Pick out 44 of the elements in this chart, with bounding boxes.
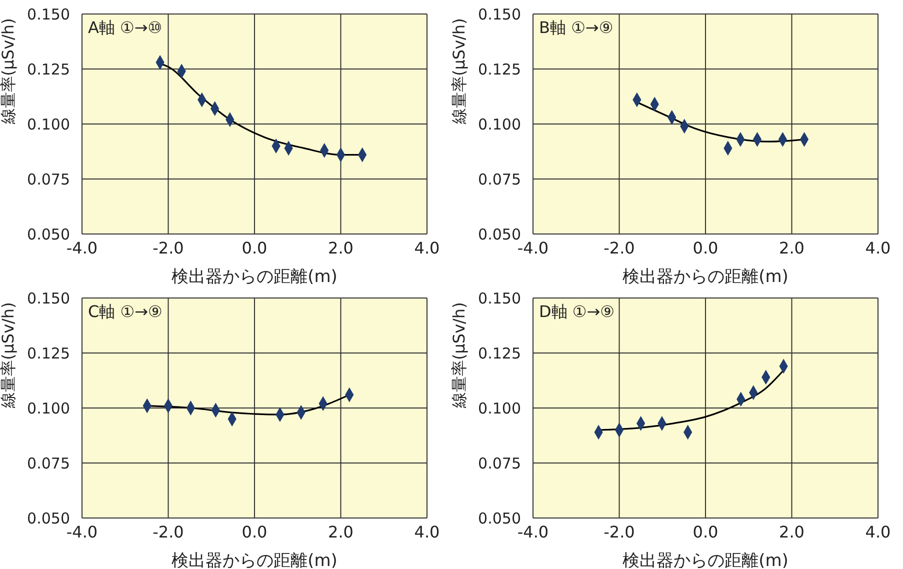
x-tick-label: 2.0 (779, 522, 804, 542)
x-tick-label: 0.0 (692, 522, 718, 542)
y-tick-label: 0.150 (27, 289, 70, 308)
y-tick-label: 0.125 (27, 344, 70, 362)
y-tick-label: 0.150 (478, 289, 521, 308)
x-tick-label: 4.0 (414, 522, 440, 542)
y-tick-label: 0.075 (27, 170, 70, 188)
y-axis-title: 線量率(μSv/h) (450, 302, 469, 409)
annotation: B軸 ①→⑨ (539, 18, 614, 39)
x-tick-label: 2.0 (328, 238, 354, 258)
x-tick-label: 0.0 (242, 522, 268, 542)
y-tick-label: 0.125 (27, 60, 70, 78)
y-tick-label: 0.125 (478, 344, 521, 362)
x-axis-title: 検出器からの距離(m) (172, 267, 338, 287)
y-tick-label: 0.150 (478, 5, 521, 24)
x-tick-label: -2.0 (152, 522, 184, 542)
x-tick-label: 4.0 (865, 238, 891, 258)
y-tick-label: 0.150 (27, 5, 70, 24)
y-axis-title: 線量率(μSv/h) (450, 18, 469, 125)
annotation: C軸 ①→⑨ (88, 302, 162, 323)
annotation: A軸 ①→⑩ (88, 18, 162, 39)
y-axis-title: 線量率(μSv/h) (0, 18, 18, 125)
annotation: D軸 ①→⑨ (539, 302, 614, 323)
x-tick-label: -2.0 (604, 522, 635, 542)
x-tick-label: 4.0 (414, 238, 440, 258)
x-tick-label: 2.0 (328, 522, 354, 542)
y-axis-title: 線量率(μSv/h) (0, 302, 18, 409)
x-axis-title: 検出器からの距離(m) (172, 551, 338, 569)
x-tick-label: 4.0 (865, 522, 891, 542)
y-tick-label: 0.100 (27, 399, 70, 418)
x-tick-label: 0.0 (692, 238, 718, 258)
x-tick-label: 0.0 (242, 238, 268, 258)
y-tick-label: 0.075 (478, 170, 521, 188)
y-tick-label: 0.075 (478, 454, 521, 472)
y-tick-label: 0.075 (27, 454, 70, 472)
y-tick-label: 0.100 (478, 115, 521, 134)
y-tick-label: 0.125 (478, 60, 521, 78)
x-tick-label: -2.0 (604, 238, 635, 258)
x-tick-label: -2.0 (152, 238, 184, 258)
x-axis-title: 検出器からの距離(m) (622, 267, 788, 287)
x-tick-label: 2.0 (779, 238, 804, 258)
y-tick-label: 0.100 (478, 399, 521, 418)
y-tick-label: 0.100 (27, 115, 70, 134)
x-axis-title: 検出器からの距離(m) (622, 551, 788, 569)
